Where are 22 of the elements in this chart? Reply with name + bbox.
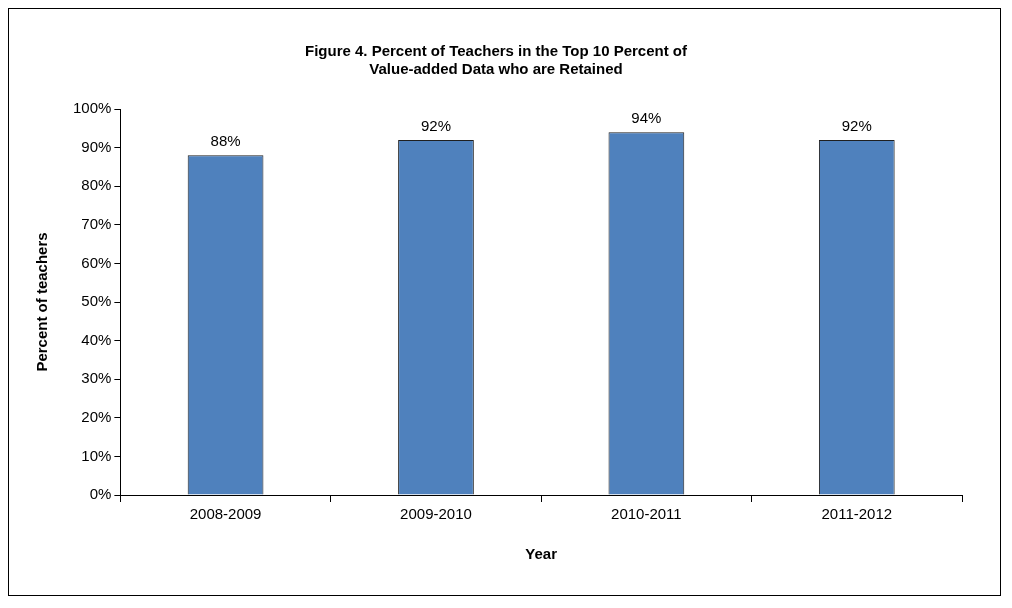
y-tick-label: 20% <box>81 407 112 425</box>
y-tick-label: 70% <box>81 214 112 232</box>
data-label: 88% <box>210 131 241 149</box>
y-tick-label: 10% <box>81 446 112 464</box>
y-tick-label: 30% <box>81 369 112 387</box>
x-tick-label: 2011-2012 <box>821 505 893 523</box>
y-tick-label: 0% <box>89 485 112 503</box>
x-tick-label: 2009-2010 <box>400 505 472 523</box>
x-axis-title: Year <box>525 545 558 563</box>
y-tick-label: 90% <box>81 137 112 155</box>
data-label: 92% <box>420 116 451 134</box>
chart-title: Figure 4. Percent of Teachers in the Top 10 Percent of Value-added Data who are Retained <box>304 42 689 78</box>
y-tick-label: 50% <box>81 292 112 310</box>
data-label: 94% <box>631 108 662 126</box>
x-tick-label: 2010-2011 <box>611 505 682 523</box>
y-tick-label: 80% <box>81 176 112 194</box>
y-axis-title: Percent of teachers <box>33 232 51 372</box>
data-label: 92% <box>841 116 872 134</box>
y-tick-label: 60% <box>81 253 112 271</box>
y-tick-label: 100% <box>72 99 112 117</box>
x-tick-label: 2008-2009 <box>189 505 262 523</box>
y-tick-label: 40% <box>81 330 112 348</box>
